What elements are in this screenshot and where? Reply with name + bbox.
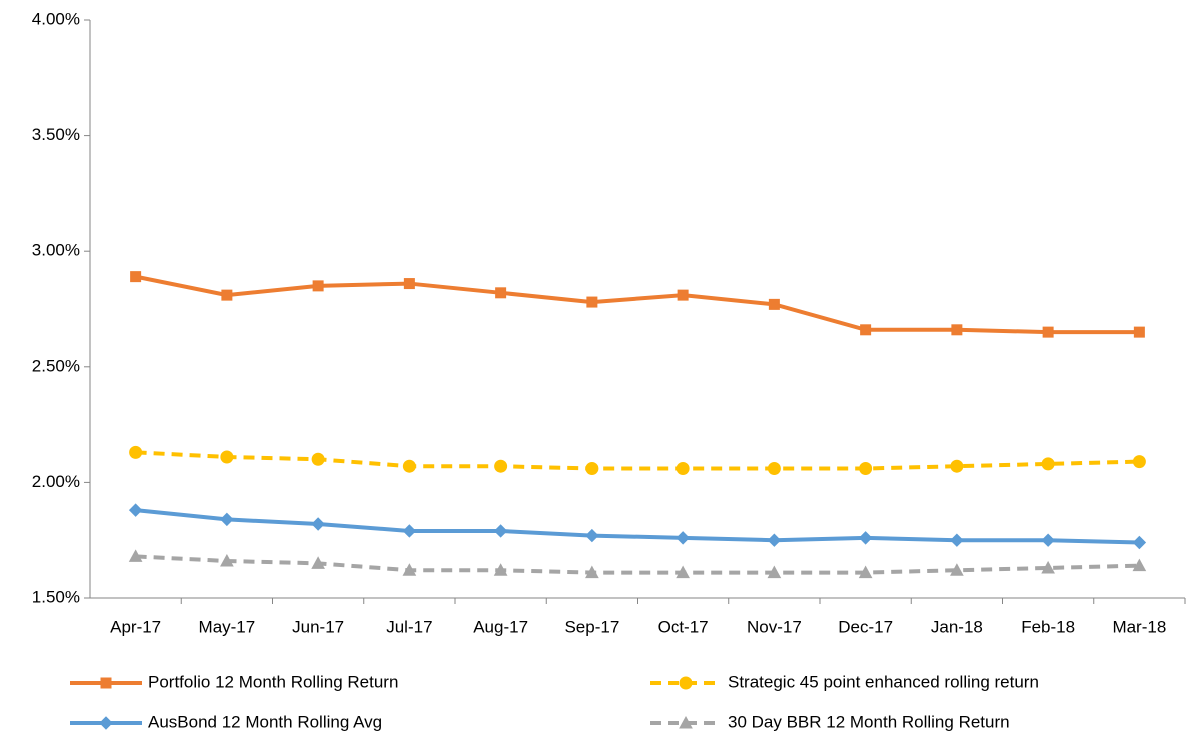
- data-point: [1042, 326, 1054, 338]
- data-point: [220, 450, 234, 464]
- data-point: [1041, 533, 1055, 547]
- x-tick-label: Jun-17: [292, 617, 344, 636]
- y-tick-label: 3.50%: [32, 125, 80, 144]
- x-tick-label: Jan-18: [931, 617, 983, 636]
- data-point: [676, 531, 690, 545]
- data-point: [129, 445, 143, 459]
- data-point: [220, 512, 234, 527]
- x-tick-label: Dec-17: [838, 617, 893, 636]
- legend-marker: [99, 716, 113, 730]
- x-tick-label: Oct-17: [658, 617, 709, 636]
- legend-marker: [100, 677, 112, 689]
- data-point: [858, 531, 873, 545]
- data-point: [402, 563, 417, 576]
- x-tick-label: Feb-18: [1021, 617, 1075, 636]
- data-point: [220, 553, 234, 567]
- data-point: [767, 565, 782, 579]
- data-point: [950, 533, 964, 547]
- legend-marker: [679, 676, 693, 690]
- x-tick-label: May-17: [199, 617, 256, 636]
- data-point: [1132, 558, 1147, 572]
- data-point: [128, 503, 143, 517]
- x-tick-label: Nov-17: [747, 617, 802, 636]
- data-point: [860, 324, 872, 336]
- data-point: [128, 549, 143, 562]
- data-point: [403, 278, 415, 290]
- data-point: [585, 565, 599, 579]
- data-point: [676, 565, 690, 579]
- x-tick-label: Aug-17: [473, 617, 528, 636]
- x-tick-label: Sep-17: [564, 617, 619, 636]
- x-tick-label: Apr-17: [110, 617, 161, 636]
- x-tick-label: Jul-17: [386, 617, 432, 636]
- data-point: [221, 289, 233, 301]
- data-point: [1041, 457, 1055, 471]
- series-line: [135, 554, 1140, 575]
- data-point: [586, 296, 598, 308]
- data-point: [1132, 535, 1147, 550]
- data-point: [768, 298, 780, 310]
- data-point: [1041, 560, 1055, 574]
- data-point: [677, 289, 689, 301]
- data-point: [311, 517, 325, 531]
- y-tick-label: 1.50%: [32, 587, 80, 606]
- data-point: [767, 533, 782, 547]
- data-point: [1132, 455, 1146, 469]
- y-tick-label: 4.00%: [32, 9, 80, 28]
- data-point: [494, 459, 508, 473]
- data-point: [858, 565, 873, 579]
- data-point: [493, 524, 508, 538]
- data-point: [585, 528, 599, 543]
- data-point: [130, 271, 142, 283]
- data-point: [402, 459, 416, 473]
- data-point: [402, 524, 417, 538]
- legend-label: Portfolio 12 Month Rolling Return: [148, 672, 398, 691]
- data-point: [495, 287, 507, 299]
- y-tick-label: 3.00%: [32, 241, 80, 260]
- data-point: [767, 462, 781, 476]
- y-tick-label: 2.00%: [32, 472, 80, 491]
- data-point: [311, 452, 325, 466]
- legend-label: 30 Day BBR 12 Month Rolling Return: [728, 712, 1010, 731]
- data-point: [951, 324, 963, 336]
- data-point: [585, 462, 599, 476]
- data-point: [311, 556, 325, 569]
- data-point: [312, 280, 324, 292]
- data-point: [950, 459, 964, 473]
- legend-marker: [679, 715, 693, 729]
- data-point: [950, 563, 964, 576]
- legend-label: Strategic 45 point enhanced rolling retu…: [728, 672, 1039, 691]
- series-line: [135, 274, 1140, 335]
- data-point: [1133, 326, 1145, 338]
- series-line: [135, 450, 1140, 471]
- x-tick-label: Mar-18: [1112, 617, 1166, 636]
- data-point: [493, 563, 508, 576]
- data-point: [859, 462, 873, 476]
- y-tick-label: 2.50%: [32, 356, 80, 375]
- legend-label: AusBond 12 Month Rolling Avg: [148, 712, 382, 731]
- data-point: [676, 462, 690, 476]
- series-line: [135, 508, 1140, 545]
